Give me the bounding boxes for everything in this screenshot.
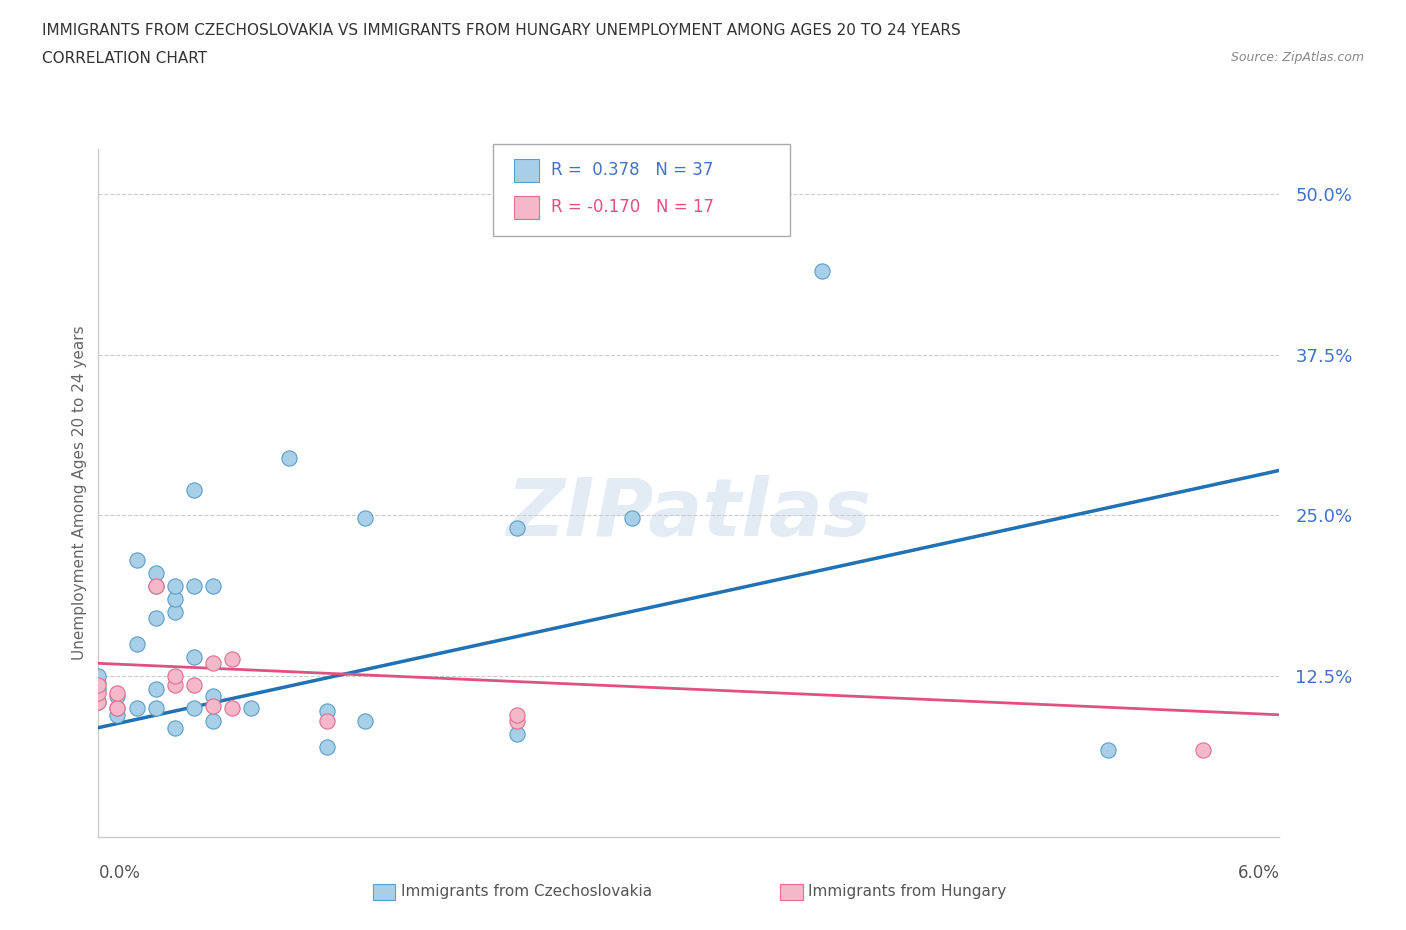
Point xyxy=(506,708,529,723)
Text: ZIPatlas: ZIPatlas xyxy=(506,474,872,552)
Point xyxy=(107,685,129,700)
Point xyxy=(145,578,167,593)
Point xyxy=(87,682,110,697)
Point xyxy=(183,701,205,716)
Point xyxy=(316,739,339,754)
Point xyxy=(201,578,224,593)
Point xyxy=(87,685,110,700)
Point xyxy=(316,703,339,718)
Point xyxy=(145,578,167,593)
Point xyxy=(125,701,148,716)
Point xyxy=(201,688,224,703)
Point xyxy=(201,714,224,729)
Text: 6.0%: 6.0% xyxy=(1237,864,1279,883)
Point xyxy=(163,604,186,619)
Point xyxy=(811,263,834,278)
Point xyxy=(87,675,110,690)
Point xyxy=(87,695,110,710)
Point xyxy=(107,701,129,716)
Point xyxy=(183,578,205,593)
Text: Source: ZipAtlas.com: Source: ZipAtlas.com xyxy=(1230,51,1364,64)
Point xyxy=(145,611,167,626)
Text: Immigrants from Czechoslovakia: Immigrants from Czechoslovakia xyxy=(401,884,652,899)
Text: CORRELATION CHART: CORRELATION CHART xyxy=(42,51,207,66)
Point xyxy=(201,656,224,671)
Point xyxy=(506,521,529,536)
Point xyxy=(145,682,167,697)
Point xyxy=(183,678,205,693)
Point xyxy=(163,678,186,693)
Text: 0.0%: 0.0% xyxy=(98,864,141,883)
Point xyxy=(87,669,110,684)
Point xyxy=(1097,742,1119,757)
Point xyxy=(107,701,129,716)
Point xyxy=(145,565,167,580)
Text: R =  0.378   N = 37: R = 0.378 N = 37 xyxy=(551,161,713,179)
Text: R = -0.170   N = 17: R = -0.170 N = 17 xyxy=(551,198,714,217)
Point xyxy=(163,669,186,684)
Point xyxy=(183,483,205,498)
Point xyxy=(239,701,262,716)
Point xyxy=(1192,742,1215,757)
Point xyxy=(221,652,243,667)
Point xyxy=(145,701,167,716)
Point xyxy=(277,450,299,465)
Point xyxy=(354,511,377,525)
Point xyxy=(354,714,377,729)
Point xyxy=(107,688,129,703)
Point xyxy=(125,637,148,652)
Point xyxy=(506,714,529,729)
Point xyxy=(87,678,110,693)
Point xyxy=(107,708,129,723)
Text: Immigrants from Hungary: Immigrants from Hungary xyxy=(808,884,1007,899)
Point xyxy=(163,591,186,606)
Y-axis label: Unemployment Among Ages 20 to 24 years: Unemployment Among Ages 20 to 24 years xyxy=(72,326,87,660)
Point xyxy=(183,649,205,664)
Point xyxy=(316,714,339,729)
Point xyxy=(221,701,243,716)
Point xyxy=(620,511,643,525)
Point xyxy=(201,698,224,713)
Point xyxy=(163,578,186,593)
Point xyxy=(163,720,186,735)
Text: IMMIGRANTS FROM CZECHOSLOVAKIA VS IMMIGRANTS FROM HUNGARY UNEMPLOYMENT AMONG AGE: IMMIGRANTS FROM CZECHOSLOVAKIA VS IMMIGR… xyxy=(42,23,960,38)
Point xyxy=(506,726,529,741)
Point xyxy=(87,695,110,710)
Point xyxy=(125,553,148,568)
